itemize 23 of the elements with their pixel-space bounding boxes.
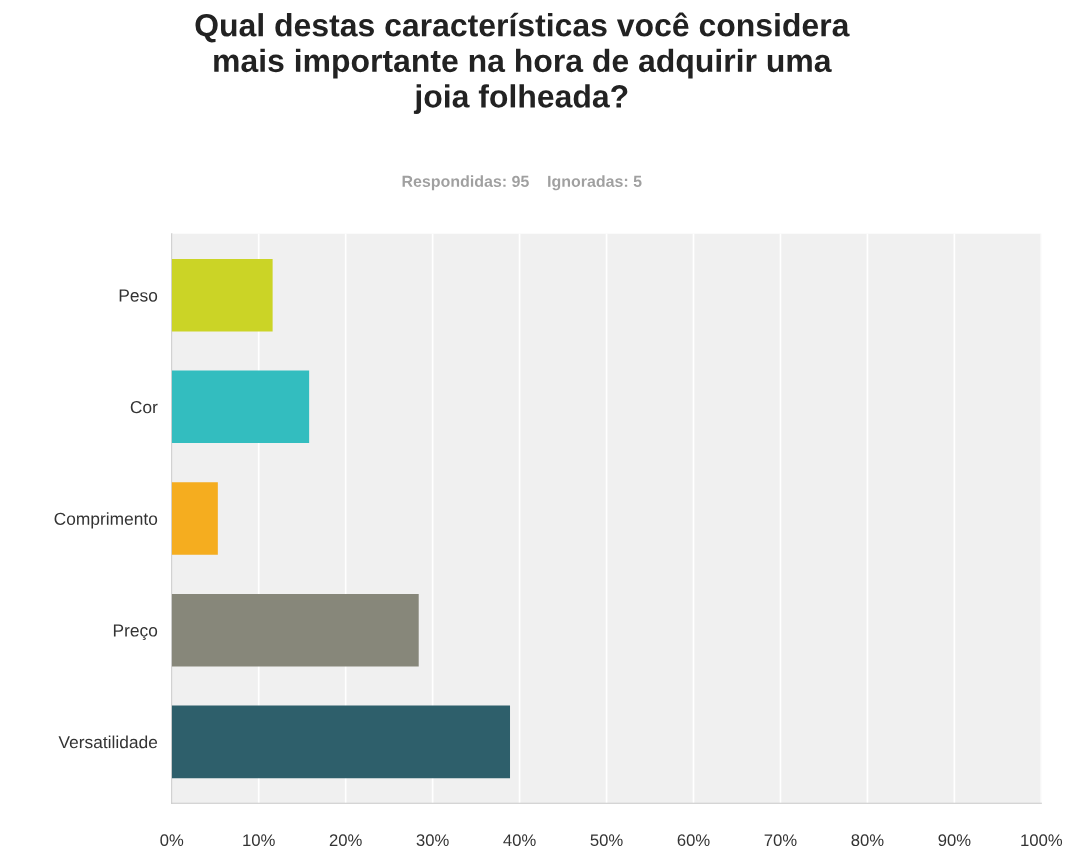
- x-tick-label: 30%: [416, 834, 449, 847]
- chart-subtitle: Respondidas: 95 Ignoradas: 5: [402, 175, 642, 191]
- x-tick-label: 100%: [1021, 834, 1063, 847]
- x-tick-label: 10%: [243, 834, 275, 847]
- y-tick-label: Cor: [130, 401, 158, 414]
- bar: [171, 370, 310, 444]
- x-tick-label: 50%: [590, 834, 623, 847]
- x-tick-label: 80%: [851, 834, 884, 847]
- x-tick-label: 40%: [503, 834, 536, 847]
- x-tick-label: 60%: [677, 834, 710, 847]
- y-tick-label: Preço: [113, 624, 158, 641]
- bar: [171, 593, 419, 667]
- bar: [171, 482, 218, 555]
- y-tick-label: Comprimento: [54, 512, 158, 529]
- y-tick-label: Versatilidade: [58, 735, 158, 749]
- x-tick-label: 70%: [764, 834, 797, 847]
- y-tick-label: Peso: [119, 289, 158, 302]
- bar: [171, 705, 511, 779]
- bar: [171, 258, 273, 332]
- chart-title: Qual destas características você considera mais importante na hora de adquirir uma joia folheada?: [195, 12, 850, 115]
- x-tick-label: 20%: [329, 834, 362, 847]
- x-tick-label: 0%: [160, 834, 184, 847]
- x-tick-label: 90%: [938, 834, 971, 847]
